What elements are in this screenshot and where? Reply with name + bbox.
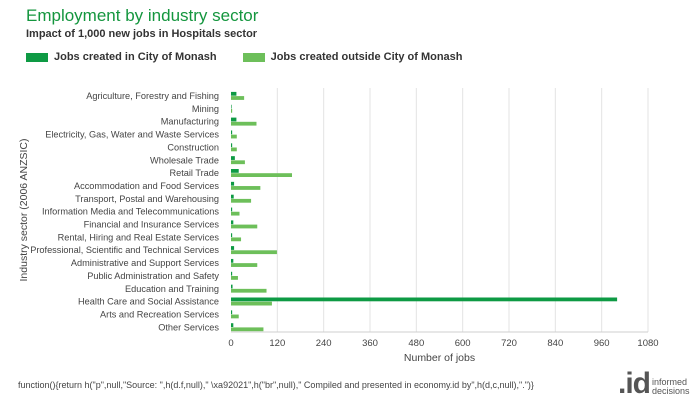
- x-tick-label: 240: [316, 338, 332, 349]
- x-axis-title: Number of jobs: [404, 352, 475, 364]
- source-footer: function(){return h("p",null,"Source: ",…: [18, 380, 534, 390]
- logo-tagline-line2: decisions: [652, 386, 690, 396]
- bar-inside: [231, 91, 237, 96]
- bar-inside: [231, 284, 233, 289]
- x-tick-label: 840: [547, 338, 563, 349]
- category-label: Other Services: [158, 322, 219, 332]
- bar-inside: [231, 246, 235, 250]
- bar-outside: [231, 301, 272, 306]
- x-tick-label: 960: [594, 338, 610, 349]
- bar-inside: [231, 181, 235, 186]
- bar-outside: [231, 134, 237, 139]
- x-tick-label: 120: [269, 338, 285, 349]
- bar-outside: [231, 327, 264, 332]
- bar-inside: [231, 143, 233, 148]
- category-label: Construction: [167, 142, 219, 152]
- x-tick-label: 360: [362, 338, 378, 349]
- x-tick-label: 720: [501, 338, 517, 349]
- bar-outside: [231, 276, 238, 280]
- legend-swatch-inside: [26, 52, 48, 62]
- bar-outside: [231, 96, 245, 100]
- category-label: Information Media and Telecommunications: [42, 207, 219, 217]
- bar-outside: [231, 250, 277, 255]
- category-label: Arts and Recreation Services: [100, 309, 219, 319]
- chart-title: Employment by industry sector: [26, 6, 259, 25]
- chart-subtitle: Impact of 1,000 new jobs in Hospitals se…: [26, 28, 258, 40]
- bar-inside: [231, 169, 239, 173]
- category-label: Transport, Postal and Warehousing: [75, 194, 219, 204]
- logo-mark: .id: [618, 367, 651, 400]
- bar-inside: [231, 271, 233, 276]
- bar-inside: [231, 194, 234, 199]
- bar-inside: [231, 323, 234, 327]
- bar-outside: [231, 160, 245, 165]
- bar-outside: [231, 173, 293, 177]
- bar-inside: [231, 156, 235, 160]
- category-label: Wholesale Trade: [150, 155, 219, 165]
- legend-item-outside[interactable]: Jobs created outside City of Monash: [242, 51, 463, 63]
- bar-inside: [231, 297, 618, 302]
- legend-item-inside[interactable]: Jobs created in City of Monash: [26, 51, 217, 63]
- category-label: Education and Training: [125, 284, 219, 294]
- bar-inside: [231, 117, 237, 122]
- bar-inside: [231, 220, 234, 225]
- category-label: Electricity, Gas, Water and Waste Servic…: [45, 130, 219, 140]
- x-tick-label: 480: [408, 338, 424, 349]
- bar-inside: [231, 310, 233, 315]
- x-tick-label: 1080: [637, 338, 658, 349]
- bar-inside: [231, 258, 234, 263]
- bar-inside: [231, 104, 232, 109]
- bar-inside: [231, 130, 233, 135]
- category-label: Manufacturing: [161, 117, 219, 127]
- bar-outside: [231, 263, 258, 267]
- bar-outside: [231, 211, 240, 216]
- logo-tagline-line1: informed: [652, 377, 688, 387]
- category-label: Retail Trade: [169, 168, 219, 178]
- brand-logo: .id informed decisions: [618, 367, 690, 400]
- category-label: Public Administration and Safety: [87, 271, 219, 281]
- bar-outside: [231, 237, 242, 242]
- category-label: Mining: [192, 104, 219, 114]
- legend-swatch-outside: [242, 52, 265, 62]
- x-tick-label: 0: [228, 338, 233, 349]
- legend-label-inside: Jobs created in City of Monash: [54, 51, 217, 63]
- logo-tagline: informed decisions: [652, 378, 690, 396]
- bar-outside: [231, 198, 252, 203]
- category-label: Health Care and Social Assistance: [78, 297, 219, 307]
- x-tick-label: 600: [455, 338, 471, 349]
- category-label: Financial and Insurance Services: [84, 220, 220, 230]
- bar-outside: [231, 288, 267, 293]
- category-label: Accommodation and Food Services: [74, 181, 219, 191]
- y-axis-title: Industry sector (2006 ANZSIC): [18, 139, 30, 282]
- category-label: Rental, Hiring and Real Estate Services: [58, 232, 220, 242]
- bar-outside: [231, 314, 239, 319]
- category-label: Administrative and Support Services: [71, 258, 219, 268]
- category-label: Professional, Scientific and Technical S…: [30, 245, 219, 255]
- bar-inside: [231, 207, 233, 212]
- legend-label-outside: Jobs created outside City of Monash: [270, 51, 463, 63]
- bar-outside: [231, 224, 258, 229]
- bar-outside: [231, 147, 237, 152]
- bar-inside: [231, 233, 233, 238]
- bar-outside: [231, 108, 233, 113]
- bar-outside: [231, 121, 257, 126]
- legend: Jobs created in City of Monash Jobs crea…: [26, 50, 489, 64]
- category-label: Agriculture, Forestry and Fishing: [86, 91, 219, 101]
- bar-outside: [231, 186, 261, 190]
